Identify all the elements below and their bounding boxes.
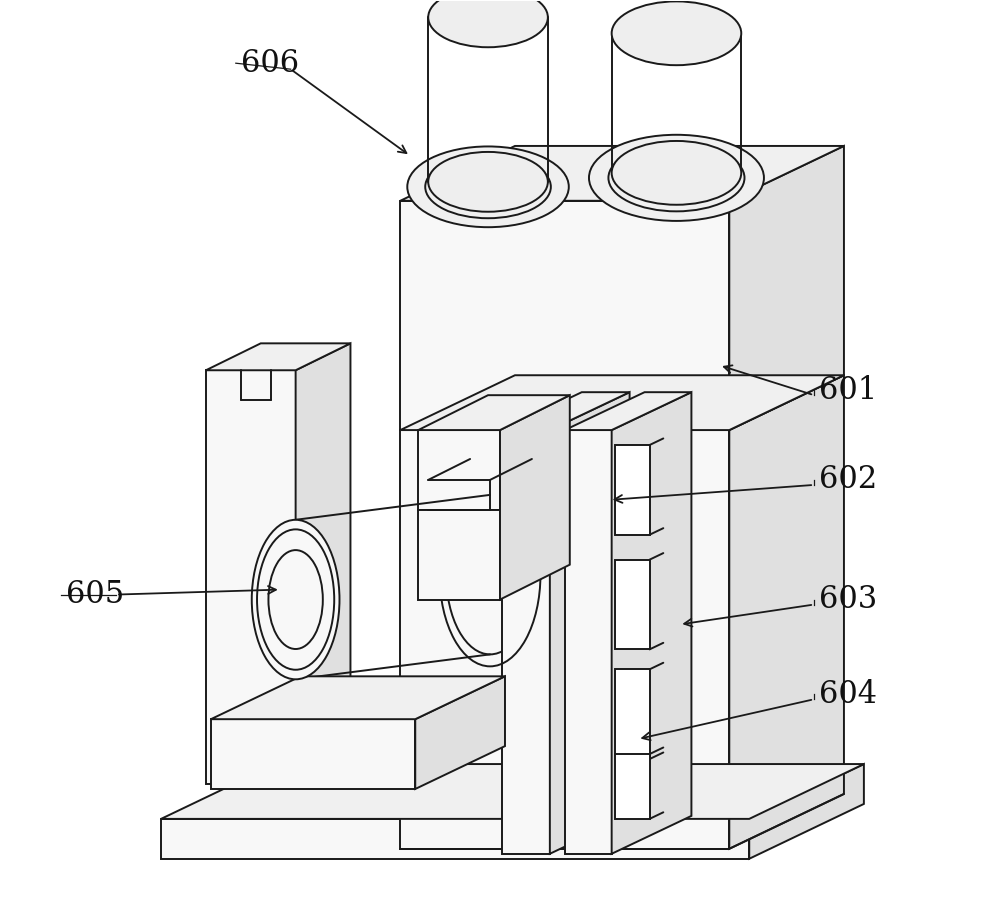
- Ellipse shape: [407, 146, 569, 227]
- Polygon shape: [749, 764, 864, 859]
- Polygon shape: [615, 754, 650, 819]
- Polygon shape: [418, 510, 500, 600]
- Polygon shape: [211, 719, 415, 789]
- Polygon shape: [500, 395, 570, 600]
- Polygon shape: [418, 430, 500, 510]
- Polygon shape: [211, 676, 505, 719]
- Ellipse shape: [612, 2, 741, 65]
- Polygon shape: [415, 676, 505, 789]
- Text: 601: 601: [819, 375, 877, 405]
- Polygon shape: [615, 560, 650, 649]
- Polygon shape: [729, 375, 844, 849]
- Polygon shape: [612, 392, 691, 854]
- Polygon shape: [400, 201, 729, 430]
- Ellipse shape: [252, 520, 339, 679]
- Polygon shape: [565, 430, 612, 854]
- Polygon shape: [502, 430, 550, 854]
- Polygon shape: [400, 430, 729, 849]
- Polygon shape: [296, 344, 350, 784]
- Polygon shape: [400, 375, 844, 430]
- Text: 602: 602: [819, 464, 877, 495]
- Ellipse shape: [428, 0, 548, 47]
- Polygon shape: [615, 445, 650, 534]
- Polygon shape: [418, 395, 570, 430]
- Polygon shape: [615, 669, 650, 759]
- Ellipse shape: [428, 152, 548, 212]
- Text: 603: 603: [819, 584, 877, 615]
- Ellipse shape: [589, 135, 764, 221]
- Polygon shape: [502, 392, 630, 430]
- Polygon shape: [565, 392, 691, 430]
- Polygon shape: [206, 370, 296, 784]
- Text: 606: 606: [241, 47, 299, 79]
- Polygon shape: [161, 819, 749, 859]
- Polygon shape: [729, 146, 844, 430]
- Polygon shape: [206, 344, 350, 370]
- Text: 604: 604: [819, 679, 877, 710]
- Polygon shape: [550, 392, 630, 854]
- Polygon shape: [161, 764, 864, 819]
- Ellipse shape: [612, 141, 741, 205]
- Polygon shape: [400, 146, 844, 201]
- Text: 605: 605: [66, 579, 125, 610]
